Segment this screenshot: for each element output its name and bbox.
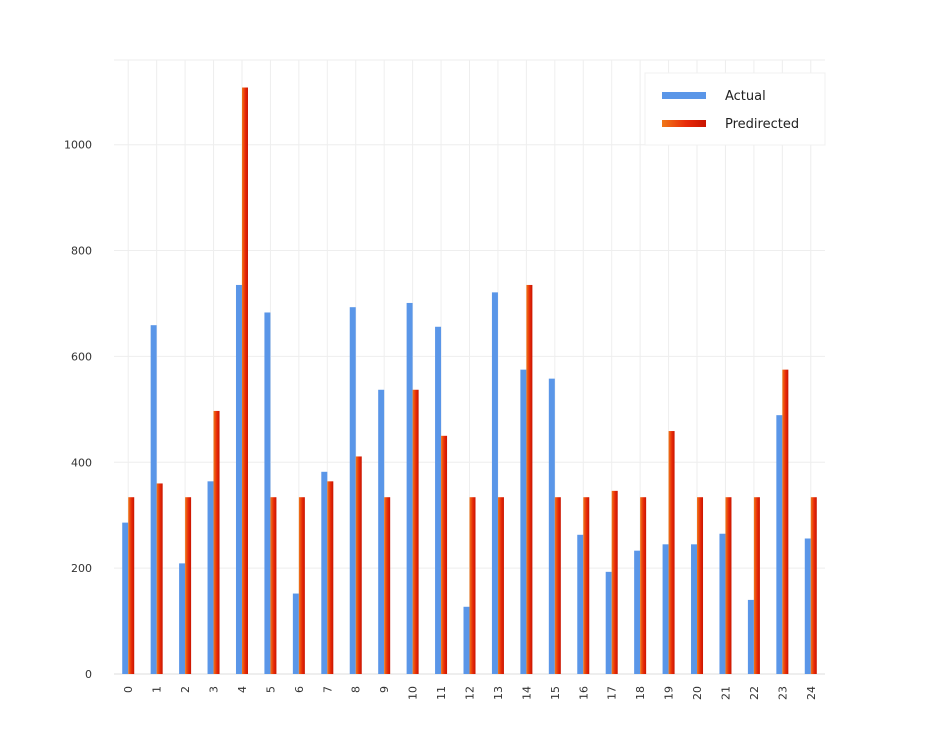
bar-actual [207, 481, 214, 674]
bar-predirected [753, 497, 760, 674]
bar-actual [349, 307, 356, 674]
bar-actual [264, 312, 271, 674]
x-tick-label: 1 [151, 686, 164, 693]
x-tick-label: 19 [663, 686, 676, 700]
x-tick-label: 2 [179, 686, 192, 693]
y-tick-label: 0 [85, 668, 92, 681]
bar-predirected [810, 497, 817, 674]
bar-predirected [156, 483, 163, 674]
bar-predirected [441, 435, 448, 674]
bar-actual [520, 369, 527, 674]
x-tick-label: 6 [293, 686, 306, 693]
x-tick-label: 0 [122, 686, 135, 693]
bar-predirected [412, 389, 419, 674]
bar-actual [577, 534, 584, 674]
bar-predirected [554, 497, 561, 674]
x-tick-label: 18 [634, 686, 647, 700]
x-tick-label: 9 [378, 686, 391, 693]
bar-predirected [697, 497, 704, 674]
bar-predirected [469, 497, 476, 674]
bar-predirected [640, 497, 647, 674]
x-tick-label: 7 [321, 686, 334, 693]
x-tick-label: 15 [549, 686, 562, 700]
bar-predirected [611, 490, 618, 674]
bar-actual [292, 593, 299, 674]
x-tick-label: 17 [606, 686, 619, 700]
y-tick-label: 800 [71, 245, 92, 258]
bar-predirected [782, 369, 789, 674]
bar-predirected [668, 431, 675, 674]
x-tick-label: 22 [748, 686, 761, 700]
x-tick-label: 16 [577, 686, 590, 700]
bar-actual [378, 389, 385, 674]
x-tick-label: 3 [208, 686, 221, 693]
bar-predirected [213, 410, 220, 674]
bar-actual [179, 563, 186, 674]
x-tick-label: 10 [407, 686, 420, 700]
x-tick-label: 8 [350, 686, 363, 693]
bar-predirected [526, 284, 533, 674]
bar-actual [435, 326, 442, 674]
bar-actual [235, 284, 242, 674]
x-tick-label: 4 [236, 686, 249, 693]
x-tick-label: 23 [776, 686, 789, 700]
bar-actual [491, 292, 498, 674]
bar-actual [691, 544, 698, 674]
bar-actual [634, 550, 641, 674]
legend: Actual Predirected [644, 72, 826, 146]
legend-swatch-predirected [662, 120, 706, 127]
bar-predirected [355, 456, 362, 674]
x-tick-label: 20 [691, 686, 704, 700]
bar-predirected [185, 497, 192, 674]
x-tick-label: 14 [520, 686, 533, 700]
bar-predirected [298, 497, 305, 674]
bar-actual [605, 571, 612, 674]
legend-swatch-actual [662, 92, 706, 99]
x-tick-label: 5 [264, 686, 277, 693]
bar-predirected [583, 497, 590, 674]
bar-actual [776, 415, 783, 674]
bar-actual [747, 599, 754, 674]
bar-actual [150, 325, 157, 674]
bar-actual [406, 302, 413, 674]
legend-label-actual: Actual [725, 89, 766, 104]
bar-actual [122, 522, 129, 674]
bar-actual [321, 471, 328, 674]
bar-predirected [270, 497, 277, 674]
y-tick-label: 200 [71, 562, 92, 575]
bar-predirected [241, 87, 248, 674]
bar-predirected [497, 497, 504, 674]
y-tick-label: 400 [71, 456, 92, 469]
legend-box [644, 72, 826, 146]
bar-actual [548, 378, 555, 674]
x-tick-label: 11 [435, 686, 448, 700]
y-tick-label: 1000 [64, 139, 92, 152]
bar-actual [662, 544, 669, 674]
bar-predirected [128, 497, 135, 674]
legend-label-predirected: Predirected [725, 117, 799, 132]
bar-actual [463, 606, 470, 674]
x-tick-label: 12 [464, 686, 477, 700]
y-tick-label: 600 [71, 350, 92, 363]
x-tick-label: 24 [805, 686, 818, 700]
bar-predirected [725, 497, 732, 674]
bar-predirected [384, 497, 391, 674]
x-tick-label: 21 [719, 686, 732, 700]
bar-predirected [327, 481, 334, 674]
bar-actual [719, 533, 726, 674]
bar-actual [804, 538, 811, 674]
bars [122, 87, 817, 674]
x-tick-label: 13 [492, 686, 505, 700]
